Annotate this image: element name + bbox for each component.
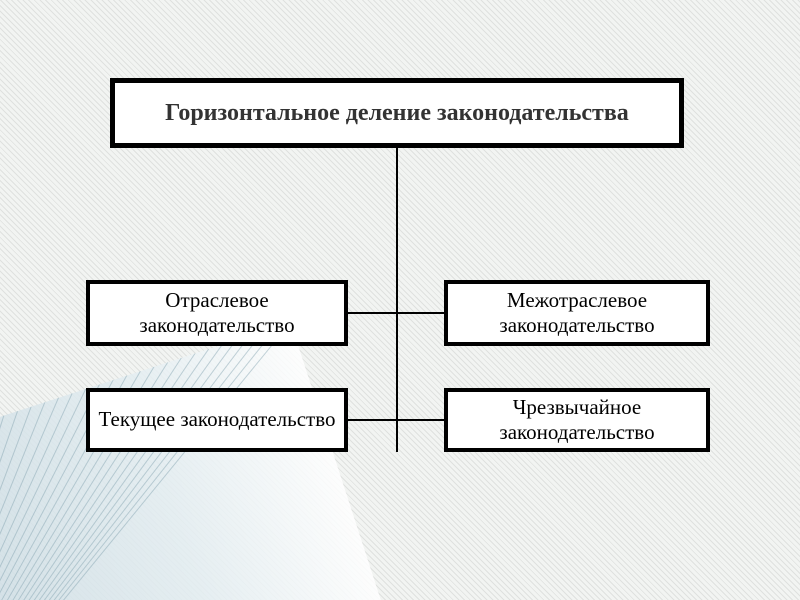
child-label: Текущее законодательство (99, 407, 336, 432)
child-box-emergency: Чрезвычайное законодательство (444, 388, 710, 452)
child-box-intersectoral: Межотраслевое законодательство (444, 280, 710, 346)
slide-canvas: Горизонтальное деление законодательства … (0, 0, 800, 600)
child-box-sectoral: Отраслевое законодательство (86, 280, 348, 346)
root-box: Горизонтальное деление законодательства (110, 78, 684, 148)
child-label: Межотраслевое законодательство (448, 288, 706, 338)
root-label: Горизонтальное деление законодательства (165, 99, 629, 128)
child-label: Отраслевое законодательство (90, 288, 344, 338)
child-label: Чрезвычайное законодательство (448, 395, 706, 445)
child-box-current: Текущее законодательство (86, 388, 348, 452)
